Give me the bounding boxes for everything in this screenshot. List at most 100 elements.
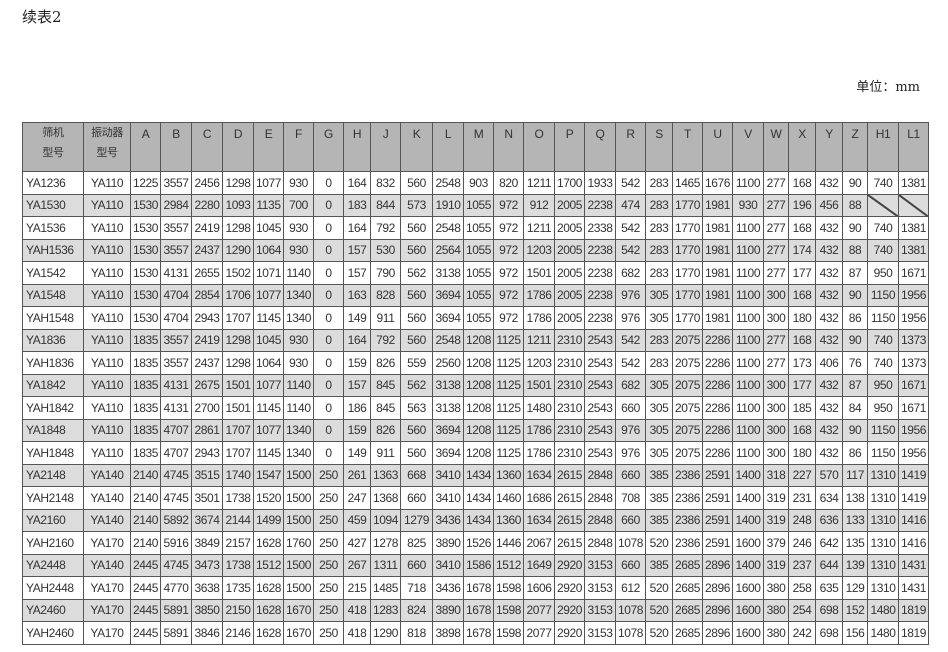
cell-e: 1045 [253,216,284,240]
cell-e: 1628 [253,576,284,600]
header-s: S [645,122,673,172]
cell-d: 1093 [222,193,254,217]
header-n: N [493,122,524,172]
cell-z: 86 [842,441,868,465]
cell-y: 432 [815,373,843,397]
cell-n: 1598 [493,598,524,622]
vibrator-model-cell: YA110 [83,216,131,240]
cell-h1: 950 [867,396,899,420]
cell-h: 418 [343,598,371,622]
cell-d: 1707 [222,306,254,330]
cell-s: 283 [645,328,673,352]
cell-c: 3515 [191,463,223,487]
cell-p: 2005 [554,238,585,262]
vibrator-model-cell: YA110 [83,171,131,195]
cell-t: 1770 [672,216,703,240]
cell-h: 427 [343,531,371,555]
cell-l: 1910 [432,193,464,217]
cell-j: 832 [370,171,401,195]
cell-v: 1100 [732,261,764,285]
cell-u: 2286 [702,418,733,442]
table-row: YA2160 YA140 2140 5892 3674 2144 1499 1500 250 45… [22,508,929,532]
table-row: YA1836 YA110 1835 3557 2419 1298 1045 930 0 164 79… [22,328,929,352]
cell-q: 2238 [584,283,616,307]
cell-x: 258 [788,576,816,600]
cell-z: 90 [842,418,868,442]
cell-e: 1135 [253,193,284,217]
cell-d: 1298 [222,216,254,240]
cell-l1: 1956 [898,441,929,465]
cell-x: 168 [788,216,816,240]
cell-y: 432 [815,396,843,420]
cell-w: 277 [763,328,789,352]
cell-m: 903 [463,171,494,195]
cell-u: 1981 [702,193,733,217]
table-row: YA1542 YA110 1530 4131 2655 1502 1071 1140 0 157 7… [22,261,929,285]
cell-t: 1465 [672,171,703,195]
cell-c: 2861 [191,418,223,442]
cell-a: 2445 [130,553,161,577]
cell-n: 972 [493,238,524,262]
cell-p: 1700 [554,171,585,195]
cell-d: 2157 [222,531,254,555]
cell-f: 1140 [283,373,314,397]
cell-a: 2445 [130,621,161,645]
cell-e: 1520 [253,486,284,510]
cell-q: 3153 [584,621,616,645]
cell-f: 930 [283,351,314,375]
cell-d: 1738 [222,486,254,510]
cell-h1: 740 [867,351,899,375]
cell-m: 1055 [463,193,494,217]
diagonal-slash [899,195,928,217]
cell-v: 1100 [732,351,764,375]
cell-q: 2238 [584,238,616,262]
cell-p: 2310 [554,373,585,397]
cell-h1: 1310 [867,508,899,532]
cell-l: 3694 [432,418,464,442]
cell-t: 1770 [672,261,703,285]
cell-o: 1786 [523,441,555,465]
cell-x: 248 [788,508,816,532]
cell-h: 459 [343,508,371,532]
cell-u: 2591 [702,486,733,510]
cell-k: 573 [400,193,433,217]
cell-o: 1649 [523,553,555,577]
cell-d: 1738 [222,553,254,577]
cell-j: 1278 [370,531,401,555]
cell-b: 4131 [160,396,192,420]
cell-n: 1125 [493,396,524,420]
cell-c: 3501 [191,486,223,510]
cell-p: 2310 [554,396,585,420]
cell-s: 520 [645,576,673,600]
screen-model-cell: YAH1536 [22,238,84,262]
cell-v: 1100 [732,373,764,397]
cell-s: 305 [645,441,673,465]
cell-k: 825 [400,531,433,555]
cell-t: 2685 [672,553,703,577]
cell-y: 698 [815,598,843,622]
cell-e: 1512 [253,553,284,577]
screen-model-cell: YAH2448 [22,576,84,600]
cell-m: 1055 [463,238,494,262]
cell-e: 1071 [253,261,284,285]
cell-v: 1400 [732,508,764,532]
cell-h: 163 [343,283,371,307]
cell-d: 1740 [222,463,254,487]
cell-e: 1077 [253,373,284,397]
cell-b: 4704 [160,283,192,307]
cell-k: 668 [400,463,433,487]
cell-l: 2548 [432,216,464,240]
cell-l1: 1431 [898,553,929,577]
cell-n: 1125 [493,418,524,442]
cell-b: 3557 [160,351,192,375]
cell-z: 90 [842,283,868,307]
cell-j: 1290 [370,621,401,645]
cell-v: 1600 [732,598,764,622]
cell-z: 129 [842,576,868,600]
cell-s: 385 [645,463,673,487]
header-g: G [313,122,344,172]
cell-a: 2140 [130,463,161,487]
screen-model-cell: YA1536 [22,216,84,240]
cell-a: 2140 [130,531,161,555]
cell-p: 2310 [554,418,585,442]
